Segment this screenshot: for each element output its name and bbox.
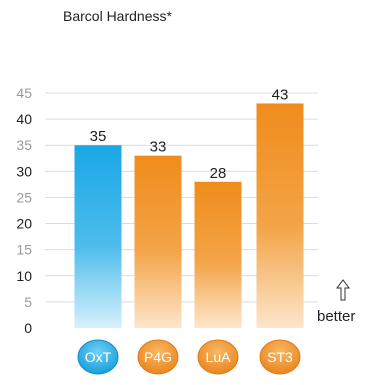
category-badge: P4G [137,339,179,375]
y-tick-label: 15 [16,242,32,258]
category-badge: LuA [197,339,239,375]
category-badge: ST3 [259,339,301,375]
better-label: better [317,308,355,325]
y-tick-label: 10 [16,268,32,284]
bar-value-label: 35 [90,128,107,145]
bar-value-label: 33 [150,139,167,156]
category-label: P4G [144,349,172,365]
category-label: OxT [85,349,112,365]
y-tick-label: 0 [24,320,32,336]
y-tick-label: 40 [16,111,32,127]
up-arrow-icon [336,279,350,301]
bar [74,145,122,328]
y-tick-label: 25 [16,189,32,205]
category-badge-shape [77,339,119,375]
bar [134,155,182,328]
y-axis-ticks: 0 5 10 15 20 25 30 35 40 45 [16,85,32,336]
y-tick-label: 35 [16,137,32,153]
category-badge-shape [197,339,239,375]
category-label: ST3 [267,349,293,365]
bar-value-label: 43 [272,86,289,103]
value-labels: 35 33 28 43 [90,86,289,181]
bars [74,103,304,328]
better-annotation: better [317,279,355,325]
category-badge: OxT [77,339,119,375]
category-label: LuA [206,349,232,365]
y-tick-label: 30 [16,163,32,179]
y-tick-label: 20 [16,216,32,232]
chart-title: Barcol Hardness* [63,8,172,24]
y-tick-label: 45 [16,85,32,101]
bar [256,103,304,328]
category-badges: OxT P4G LuA ST3 [77,339,301,375]
y-tick-label: 5 [24,294,32,310]
bar [194,181,242,328]
bar-value-label: 28 [210,165,227,182]
category-badge-shape [137,339,179,375]
category-badge-shape [259,339,301,375]
